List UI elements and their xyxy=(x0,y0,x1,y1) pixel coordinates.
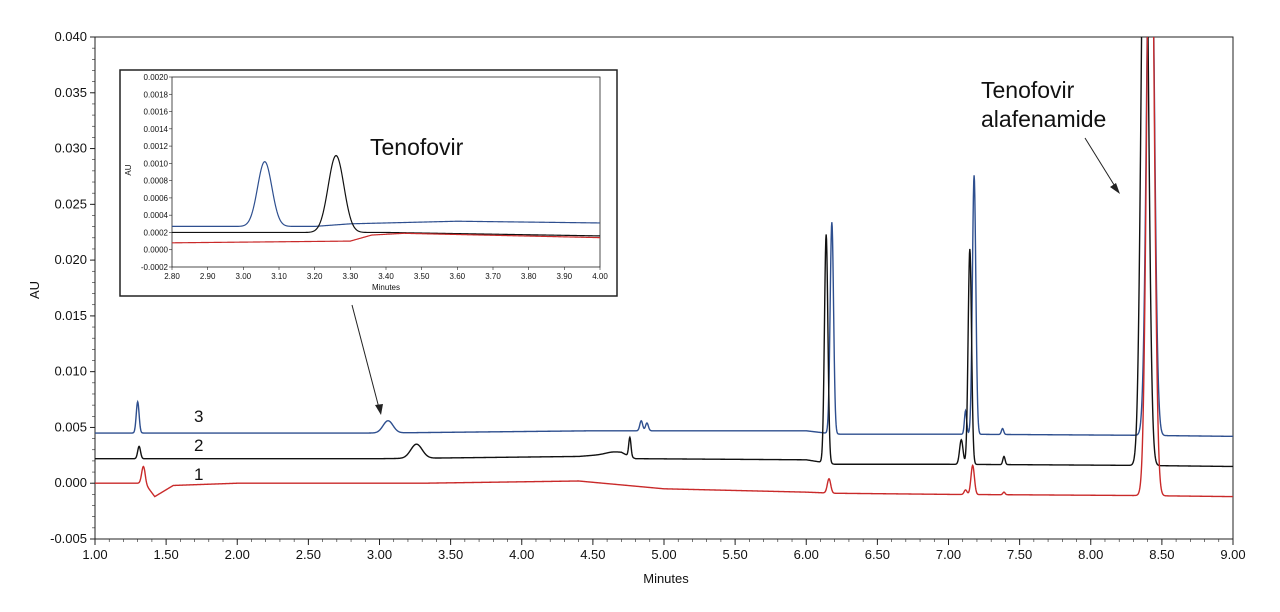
trace-1 xyxy=(95,37,1233,498)
y-tick-label: 0.040 xyxy=(54,29,87,44)
y-tick-label: 0.030 xyxy=(54,141,87,156)
trace-3 xyxy=(95,37,1233,438)
traces xyxy=(95,37,1233,498)
inset-y-tick-label: 0.0020 xyxy=(144,73,169,82)
inset-y-tick-label: 0.0008 xyxy=(144,177,169,186)
x-tick-label: 6.50 xyxy=(865,547,890,562)
inset-x-tick-label: 3.10 xyxy=(271,272,287,281)
inset-y-tick-label: 0.0016 xyxy=(144,108,169,117)
inset-x-tick-label: 2.90 xyxy=(200,272,216,281)
trace-label-3: 3 xyxy=(194,407,203,426)
x-tick-label: 4.50 xyxy=(580,547,605,562)
inset-y-axis: -0.0002 0.0000 0.0002 0.0004 0.0006 0.0008 0.0… xyxy=(141,73,172,272)
inset-x-tick-label: 3.70 xyxy=(485,272,501,281)
x-tick-label: 9.00 xyxy=(1220,547,1245,562)
inset-y-tick-label: 0.0018 xyxy=(144,90,169,99)
y-tick-label: 0.005 xyxy=(54,419,87,434)
inset-x-tick-label: 3.00 xyxy=(236,272,252,281)
x-tick-label: 2.50 xyxy=(296,547,321,562)
x-tick-label: 3.00 xyxy=(367,547,392,562)
annotation-taf-line2: alafenamide xyxy=(981,106,1106,132)
inset-y-tick-label: 0.0014 xyxy=(144,125,169,134)
y-tick-label: -0.005 xyxy=(50,531,87,546)
y-tick-label: 0.020 xyxy=(54,252,87,267)
inset-trace-3 xyxy=(172,160,600,228)
x-tick-label: 8.00 xyxy=(1078,547,1103,562)
inset-x-axis-label: Minutes xyxy=(372,283,400,292)
y-tick-label: 0.035 xyxy=(54,85,87,100)
inset-y-tick-label: 0.0004 xyxy=(144,211,169,220)
inset-x-tick-label: 3.30 xyxy=(343,272,359,281)
x-tick-label: 1.50 xyxy=(153,547,178,562)
x-tick-label: 7.00 xyxy=(936,547,961,562)
inset-y-tick-label: -0.0002 xyxy=(141,263,169,272)
trace-label-2: 2 xyxy=(194,436,203,455)
inset-y-tick-label: 0.0000 xyxy=(144,246,169,255)
y-axis-label: AU xyxy=(27,281,42,299)
x-tick-label: 5.50 xyxy=(722,547,747,562)
x-tick-label: 3.50 xyxy=(438,547,463,562)
y-tick-label: 0.015 xyxy=(54,308,87,323)
x-tick-label: 5.00 xyxy=(651,547,676,562)
x-tick-label: 8.50 xyxy=(1149,547,1174,562)
inset-trace-1 xyxy=(172,232,600,244)
arrow-tenofovir xyxy=(351,304,383,415)
inset-y-axis-label: AU xyxy=(124,164,133,175)
x-tick-label: 6.00 xyxy=(794,547,819,562)
annotation-tenofovir: Tenofovir xyxy=(370,134,464,160)
x-tick-label: 2.00 xyxy=(225,547,250,562)
inset-x-tick-label: 3.20 xyxy=(307,272,323,281)
inset-x-tick-label: 3.90 xyxy=(557,272,573,281)
y-tick-label: 0.025 xyxy=(54,196,87,211)
inset-trace-2 xyxy=(172,154,600,237)
inset-y-tick-label: 0.0002 xyxy=(144,228,169,237)
y-tick-label: 0.010 xyxy=(54,364,87,379)
trace-2 xyxy=(95,37,1233,468)
annotation-taf-line1: Tenofovir xyxy=(981,77,1075,103)
trace-label-1: 1 xyxy=(194,465,203,484)
x-tick-label: 7.50 xyxy=(1007,547,1032,562)
inset-x-axis: 2.80 2.90 3.00 3.10 3.20 3.30 3.40 3.50 3.60 3.70… xyxy=(164,267,608,281)
inset-x-tick-label: 3.50 xyxy=(414,272,430,281)
x-axis: 1.00 1.50 2.00 2.50 3.00 3.50 4.00 4.50 5.00 5.50… xyxy=(82,539,1246,562)
inset-x-tick-label: 3.80 xyxy=(521,272,537,281)
x-tick-label: 1.00 xyxy=(82,547,107,562)
x-tick-label: 4.00 xyxy=(509,547,534,562)
arrow-taf xyxy=(1084,137,1120,194)
y-tick-label: 0.000 xyxy=(54,475,87,490)
inset-x-tick-label: 4.00 xyxy=(592,272,608,281)
x-axis-label: Minutes xyxy=(643,571,689,586)
inset-x-tick-label: 2.80 xyxy=(164,272,180,281)
inset-chart: -0.0002 0.0000 0.0002 0.0004 0.0006 0.0008 0.0… xyxy=(119,69,618,297)
inset-frame xyxy=(119,69,618,297)
inset-y-tick-label: 0.0010 xyxy=(144,159,169,168)
inset-y-tick-label: 0.0006 xyxy=(144,194,169,203)
inset-x-tick-label: 3.60 xyxy=(450,272,466,281)
inset-traces xyxy=(172,154,600,244)
inset-x-tick-label: 3.40 xyxy=(378,272,394,281)
inset-y-tick-label: 0.0012 xyxy=(144,142,169,151)
y-axis: -0.005 0.000 0.005 0.010 0.015 0.020 0.025 0.03… xyxy=(50,29,95,546)
